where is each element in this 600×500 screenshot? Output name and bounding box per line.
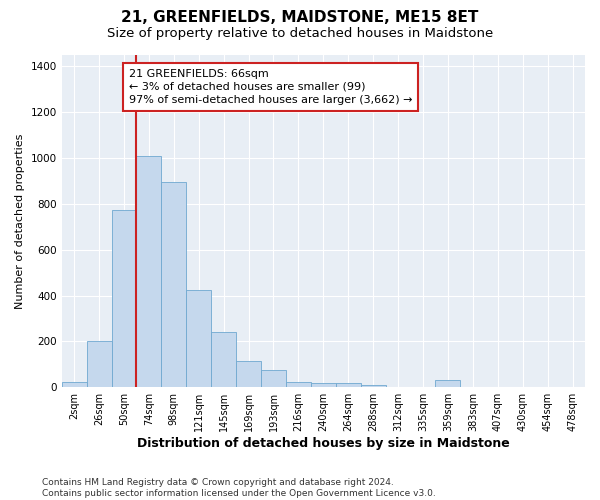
Bar bbox=[311, 382, 336, 388]
Y-axis label: Number of detached properties: Number of detached properties bbox=[15, 134, 25, 309]
Bar bbox=[336, 382, 361, 388]
Text: Size of property relative to detached houses in Maidstone: Size of property relative to detached ho… bbox=[107, 28, 493, 40]
Bar bbox=[286, 382, 311, 388]
Bar bbox=[86, 342, 112, 388]
Bar bbox=[361, 385, 386, 388]
Bar bbox=[112, 210, 136, 388]
Bar bbox=[436, 380, 460, 388]
Bar bbox=[161, 182, 186, 388]
Text: 21 GREENFIELDS: 66sqm
← 3% of detached houses are smaller (99)
97% of semi-detac: 21 GREENFIELDS: 66sqm ← 3% of detached h… bbox=[129, 69, 412, 105]
Text: 21, GREENFIELDS, MAIDSTONE, ME15 8ET: 21, GREENFIELDS, MAIDSTONE, ME15 8ET bbox=[121, 10, 479, 25]
X-axis label: Distribution of detached houses by size in Maidstone: Distribution of detached houses by size … bbox=[137, 437, 510, 450]
Bar bbox=[236, 361, 261, 388]
Text: Contains HM Land Registry data © Crown copyright and database right 2024.
Contai: Contains HM Land Registry data © Crown c… bbox=[42, 478, 436, 498]
Bar bbox=[261, 370, 286, 388]
Bar bbox=[136, 156, 161, 388]
Bar bbox=[211, 332, 236, 388]
Bar bbox=[186, 290, 211, 388]
Bar bbox=[62, 382, 86, 388]
